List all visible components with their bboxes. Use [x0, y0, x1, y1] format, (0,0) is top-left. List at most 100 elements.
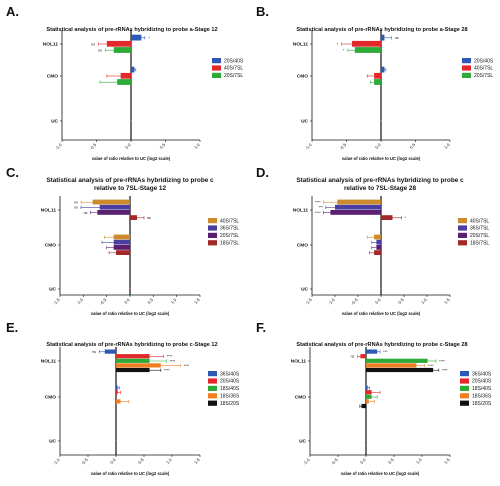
significance-label: ****: [170, 359, 176, 363]
x-tick-label: 0.5: [137, 457, 145, 465]
x-tick-label: -0.5: [350, 297, 359, 306]
bar: [366, 358, 428, 363]
x-tick-label: 1.0: [415, 457, 423, 465]
x-tick-label: -0.5: [330, 457, 339, 466]
bar: [365, 439, 367, 443]
legend-swatch: [460, 385, 469, 391]
legend-swatch: [462, 72, 471, 78]
legend-label: 20S/7SL: [220, 233, 239, 239]
legend-swatch: [212, 72, 221, 78]
x-tick-label: 0.5: [159, 142, 167, 150]
bar: [116, 250, 130, 255]
bar: [120, 72, 131, 79]
bar: [354, 47, 381, 53]
x-tick-label: 1.0: [170, 297, 178, 305]
significance-label: ns: [74, 206, 78, 210]
legend-swatch: [208, 385, 217, 391]
legend-label: 18S/7SL: [470, 241, 489, 247]
bar: [366, 363, 417, 368]
x-axis-label: value of ratio relative to UC (log2 scal…: [342, 311, 421, 316]
bar: [381, 34, 385, 41]
bar: [113, 239, 130, 245]
bar: [335, 204, 381, 210]
legend-swatch: [458, 225, 467, 231]
bar: [381, 66, 385, 73]
category-label: CMO: [47, 74, 58, 80]
legend-swatch: [458, 218, 467, 224]
category-label: CMO: [295, 395, 306, 401]
bar: [374, 250, 381, 255]
x-tick-label: -0.5: [99, 297, 108, 306]
legend-swatch: [458, 232, 467, 238]
panel-label: A.: [6, 4, 19, 19]
bar: [92, 199, 130, 205]
bar: [337, 199, 381, 205]
legend-swatch: [460, 371, 469, 377]
category-label: NOL11: [293, 42, 309, 48]
bar: [360, 354, 366, 359]
legend-label: 36S/40S: [472, 371, 492, 377]
x-axis-label: value of ratio relative to UC (log2 scal…: [91, 311, 170, 316]
bar: [361, 403, 366, 409]
significance-label: ns: [98, 49, 102, 53]
bar: [130, 119, 132, 123]
chart-title: Statistical analysis of pre-rRNAs hybrid…: [296, 27, 467, 33]
bar: [380, 119, 382, 123]
x-tick-label: 1.5: [193, 297, 201, 305]
legend-label: 20S/7SL: [224, 73, 243, 79]
legend-label: 18S/36S: [220, 394, 240, 400]
x-tick-label: -1.0: [52, 457, 61, 466]
significance-label: ns: [91, 42, 95, 46]
significance-label: ****: [428, 364, 434, 368]
x-tick-label: -1.0: [327, 297, 336, 306]
significance-label: ****: [439, 359, 445, 363]
bar: [115, 439, 117, 443]
x-tick-label: -1.0: [302, 457, 311, 466]
x-tick-label: 0.0: [359, 457, 367, 465]
significance-label: *: [405, 216, 407, 220]
significance-label: *: [148, 36, 150, 40]
legend-swatch: [208, 393, 217, 399]
x-tick-label: -0.5: [89, 142, 98, 151]
x-tick-label: 1.0: [443, 142, 451, 150]
bar: [376, 245, 381, 250]
significance-label: ns: [147, 216, 151, 220]
x-tick-label: 1.0: [165, 457, 173, 465]
legend-swatch: [208, 225, 217, 231]
category-label: NOL11: [41, 359, 57, 365]
category-label: CMO: [45, 395, 56, 401]
chart-title: Statistical analysis of pre-rRNAs hybrid…: [46, 342, 217, 348]
bar: [116, 399, 121, 404]
significance-label: ns: [351, 355, 355, 359]
significance-label: ns: [84, 211, 88, 215]
significance-label: ****: [184, 364, 190, 368]
legend-label: 20S/40S: [472, 379, 492, 385]
x-tick-label: -1.5: [52, 297, 61, 306]
category-label: UC: [299, 439, 306, 445]
significance-label: *: [337, 42, 339, 46]
bar: [380, 287, 382, 291]
category-label: UC: [49, 287, 56, 293]
legend-label: 36S/7SL: [220, 226, 239, 232]
panel-label: C.: [6, 165, 19, 180]
legend-swatch: [460, 393, 469, 399]
bar: [113, 47, 131, 53]
legend-swatch: [462, 65, 471, 71]
category-label: NOL11: [293, 208, 309, 214]
significance-label: ***: [383, 350, 388, 354]
legend-label: 18S/40S: [472, 386, 492, 392]
x-tick-label: 0.0: [374, 142, 382, 150]
significance-label: ***: [319, 206, 324, 210]
x-tick-label: 1.5: [443, 297, 451, 305]
chart-title: Statistical analysis of pre-rRNAs hybrid…: [46, 177, 214, 192]
chart-panel: F. Statistical analysis of pre-rRNAs hybr…: [256, 320, 492, 476]
x-tick-label: 1.5: [443, 457, 451, 465]
legend-label: 18S/20S: [472, 401, 492, 407]
chart-title-line: Statistical analysis of pre-rRNAs hybrid…: [46, 177, 214, 184]
category-label: UC: [301, 119, 308, 125]
significance-label: ****: [315, 201, 321, 205]
bar: [366, 399, 369, 404]
category-label: CMO: [297, 243, 308, 249]
significance-label: *: [343, 49, 345, 53]
x-axis-label: value of ratio relative to UC (log2 scal…: [92, 156, 171, 161]
